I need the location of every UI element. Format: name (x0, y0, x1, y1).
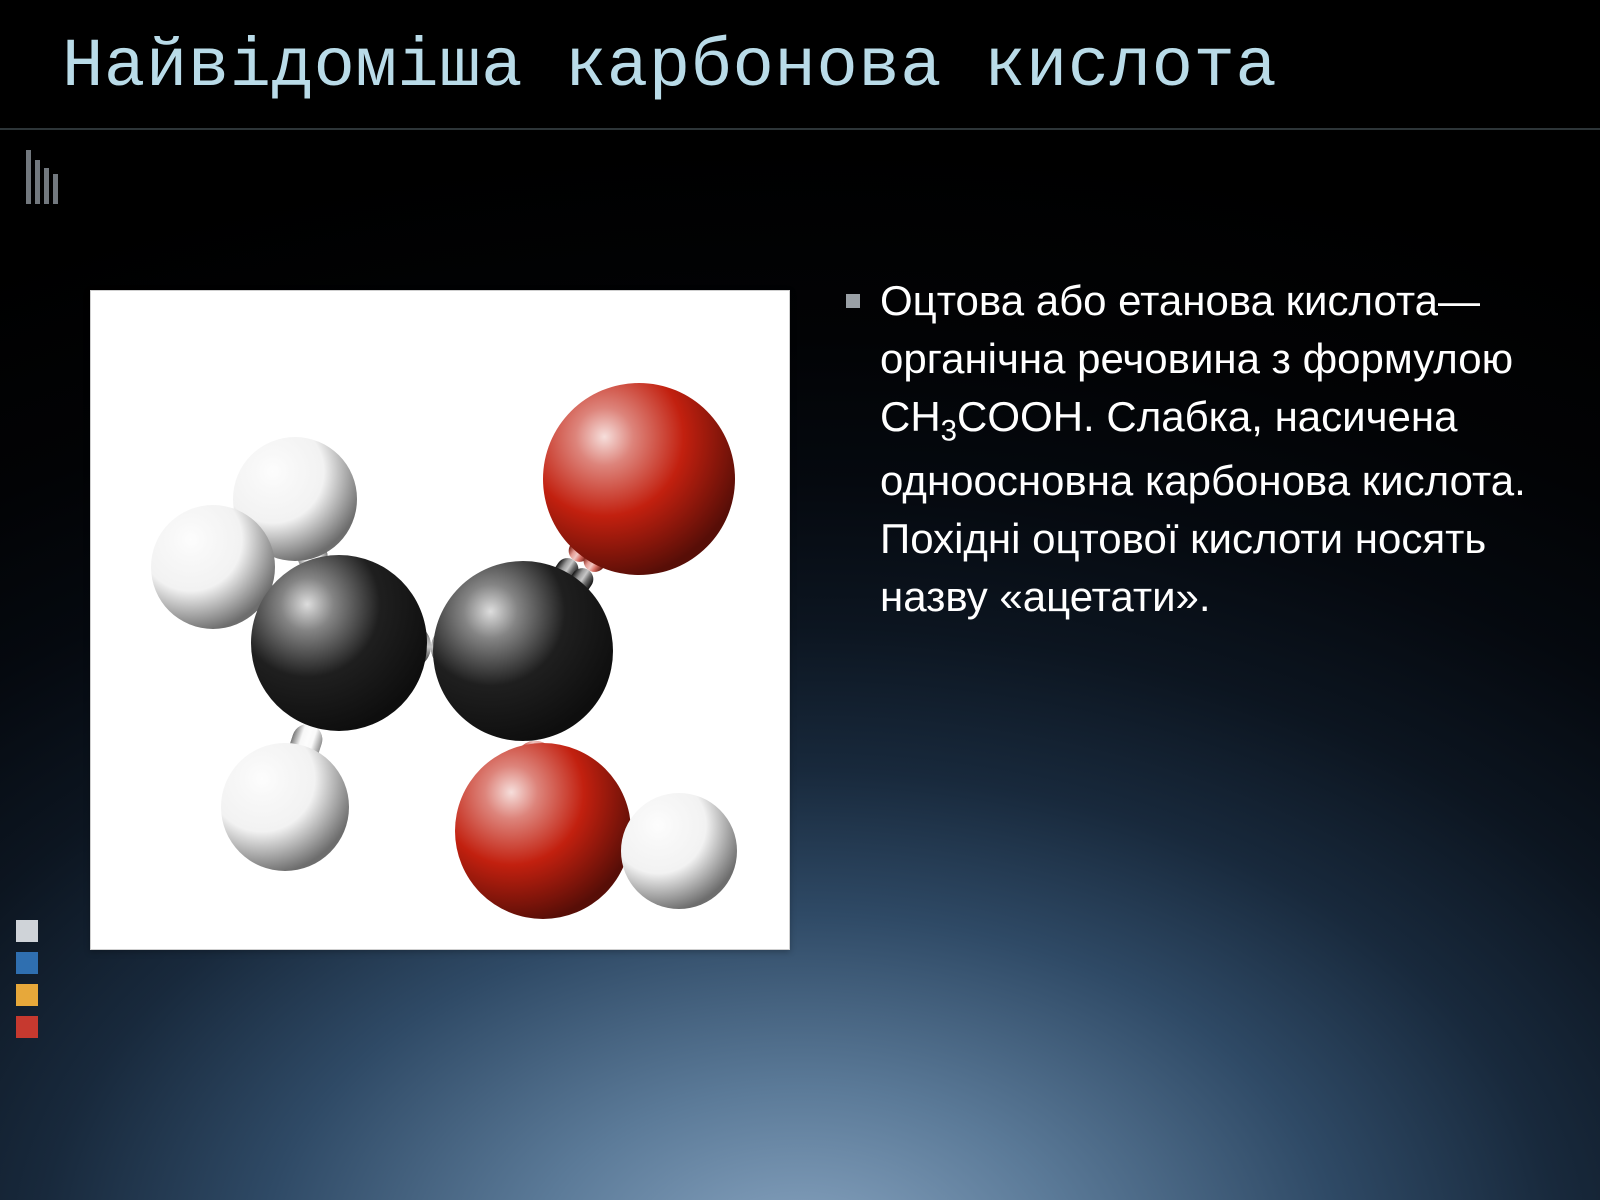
deco-square (16, 984, 38, 1006)
deco-top-bars (26, 150, 60, 208)
body-paragraph: Оцтова або етанова кислота— органічна ре… (880, 272, 1530, 626)
molecule-image (90, 290, 790, 950)
slide-title: Найвідоміша карбонова кислота (62, 28, 1277, 106)
deco-square (16, 952, 38, 974)
title-underline (0, 128, 1600, 130)
molecule-svg (91, 291, 791, 951)
deco-square (16, 1016, 38, 1038)
bullet-icon (846, 294, 860, 308)
deco-square (16, 920, 38, 942)
deco-bottom-squares (16, 920, 40, 1038)
slide: Найвідоміша карбонова кислота Оцтова або… (0, 0, 1600, 1200)
